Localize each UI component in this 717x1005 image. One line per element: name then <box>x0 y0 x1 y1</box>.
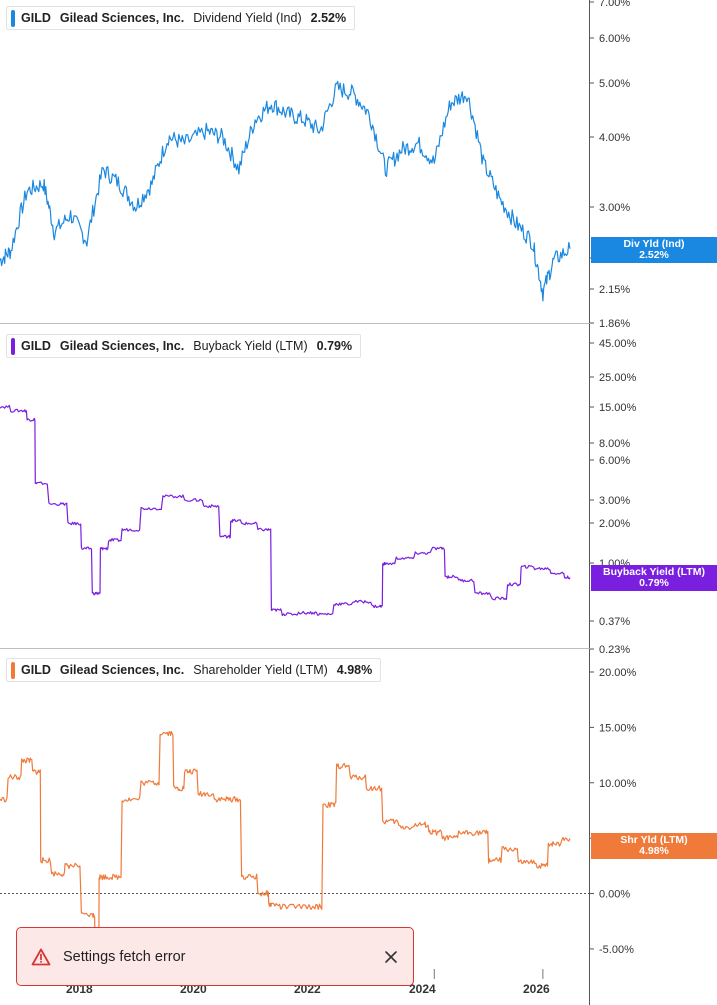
series-line <box>0 404 571 617</box>
y-tick-label: 6.00% <box>599 455 630 467</box>
y-tick-label: 1.86% <box>599 318 630 330</box>
current-value: 4.98% <box>336 663 373 677</box>
y-tick-label: 2.00% <box>599 518 630 530</box>
dividend-yield-flag: Div Yld (Ind) 2.52% <box>591 237 717 263</box>
flag-value: 4.98% <box>639 845 669 857</box>
y-tick-label: 10.00% <box>599 778 637 790</box>
series-line <box>0 731 571 941</box>
y-tick-label: 4.00% <box>599 132 630 144</box>
metric-label: Shareholder Yield (LTM) <box>193 663 328 677</box>
buyback-yield-chart: 45.00%25.00%15.00%8.00%6.00%3.00%2.00%1.… <box>0 324 637 656</box>
y-tick-label: 3.00% <box>599 495 630 507</box>
y-tick-label: 25.00% <box>599 372 637 384</box>
company-label: Gilead Sciences, Inc. <box>59 339 185 353</box>
y-tick-label: 5.00% <box>599 78 630 90</box>
dividend-yield-title: GILD Gilead Sciences, Inc. Dividend Yiel… <box>6 6 356 30</box>
flag-label: Buyback Yield (LTM) <box>603 565 705 578</box>
ticker-label: GILD <box>21 339 51 353</box>
flag-value: 2.52% <box>639 249 669 261</box>
y-tick-label: 2.15% <box>599 284 630 296</box>
flag-value: 0.79% <box>639 577 669 589</box>
warning-triangle-icon <box>31 948 51 965</box>
y-tick-label: 15.00% <box>599 722 637 734</box>
ticker-label: GILD <box>21 11 51 25</box>
company-label: Gilead Sciences, Inc. <box>59 663 185 677</box>
y-tick-label: 0.37% <box>599 616 630 628</box>
x-axis-label-2024: 2024 <box>409 982 436 996</box>
y-tick-label: -5.00% <box>599 944 634 956</box>
series-color-swatch <box>11 9 15 27</box>
series-line <box>0 80 571 302</box>
buyback-yield-panel: 45.00% 25.00% 15.00% 8.00% 6.00% 3.00% 2.00% 1.… <box>0 324 717 656</box>
toast-message: Settings fetch error <box>63 948 186 965</box>
shareholder-yield-panel: 20.00%15.00%10.00%5.0%0.00%-5.00% GILD G… <box>0 649 717 1005</box>
current-value: 2.52% <box>310 11 347 25</box>
close-icon[interactable] <box>383 949 399 965</box>
x-axis-label-2026: 2026 <box>523 982 550 996</box>
current-value: 0.79% <box>316 339 353 353</box>
y-tick-label: 7.00% <box>599 0 630 9</box>
metric-label: Buyback Yield (LTM) <box>193 339 308 353</box>
buyback-yield-flag: Buyback Yield (LTM) 0.79% <box>591 565 717 591</box>
y-tick-label: 45.00% <box>599 338 637 350</box>
y-tick-label: 0.00% <box>599 889 630 901</box>
ticker-label: GILD <box>21 663 51 677</box>
y-tick-label: 3.00% <box>599 202 630 214</box>
error-toast: Settings fetch error <box>16 927 414 986</box>
y-tick-label: 6.00% <box>599 33 630 45</box>
shareholder-yield-flag: Shr Yld (LTM) 4.98% <box>591 833 717 859</box>
y-tick-label: 20.00% <box>599 667 637 679</box>
y-tick-label: 8.00% <box>599 438 630 450</box>
company-label: Gilead Sciences, Inc. <box>59 11 185 25</box>
flag-label: Shr Yld (LTM) <box>620 833 688 846</box>
buyback-yield-title: GILD Gilead Sciences, Inc. Buyback Yield… <box>6 334 362 358</box>
dividend-yield-panel: 7.00%6.00%5.00%4.00%3.00%2.44%2.15%1.86%… <box>0 0 717 330</box>
series-color-swatch <box>11 337 15 355</box>
shareholder-yield-title: GILD Gilead Sciences, Inc. Shareholder Y… <box>6 658 382 682</box>
dividend-yield-chart: 7.00%6.00%5.00%4.00%3.00%2.44%2.15%1.86% <box>0 0 630 330</box>
flag-label: Div Yld (Ind) <box>623 237 685 250</box>
y-tick-label: 0.23% <box>599 644 630 656</box>
series-color-swatch <box>11 661 15 679</box>
y-tick-label: 15.00% <box>599 402 637 414</box>
metric-label: Dividend Yield (Ind) <box>193 11 302 25</box>
